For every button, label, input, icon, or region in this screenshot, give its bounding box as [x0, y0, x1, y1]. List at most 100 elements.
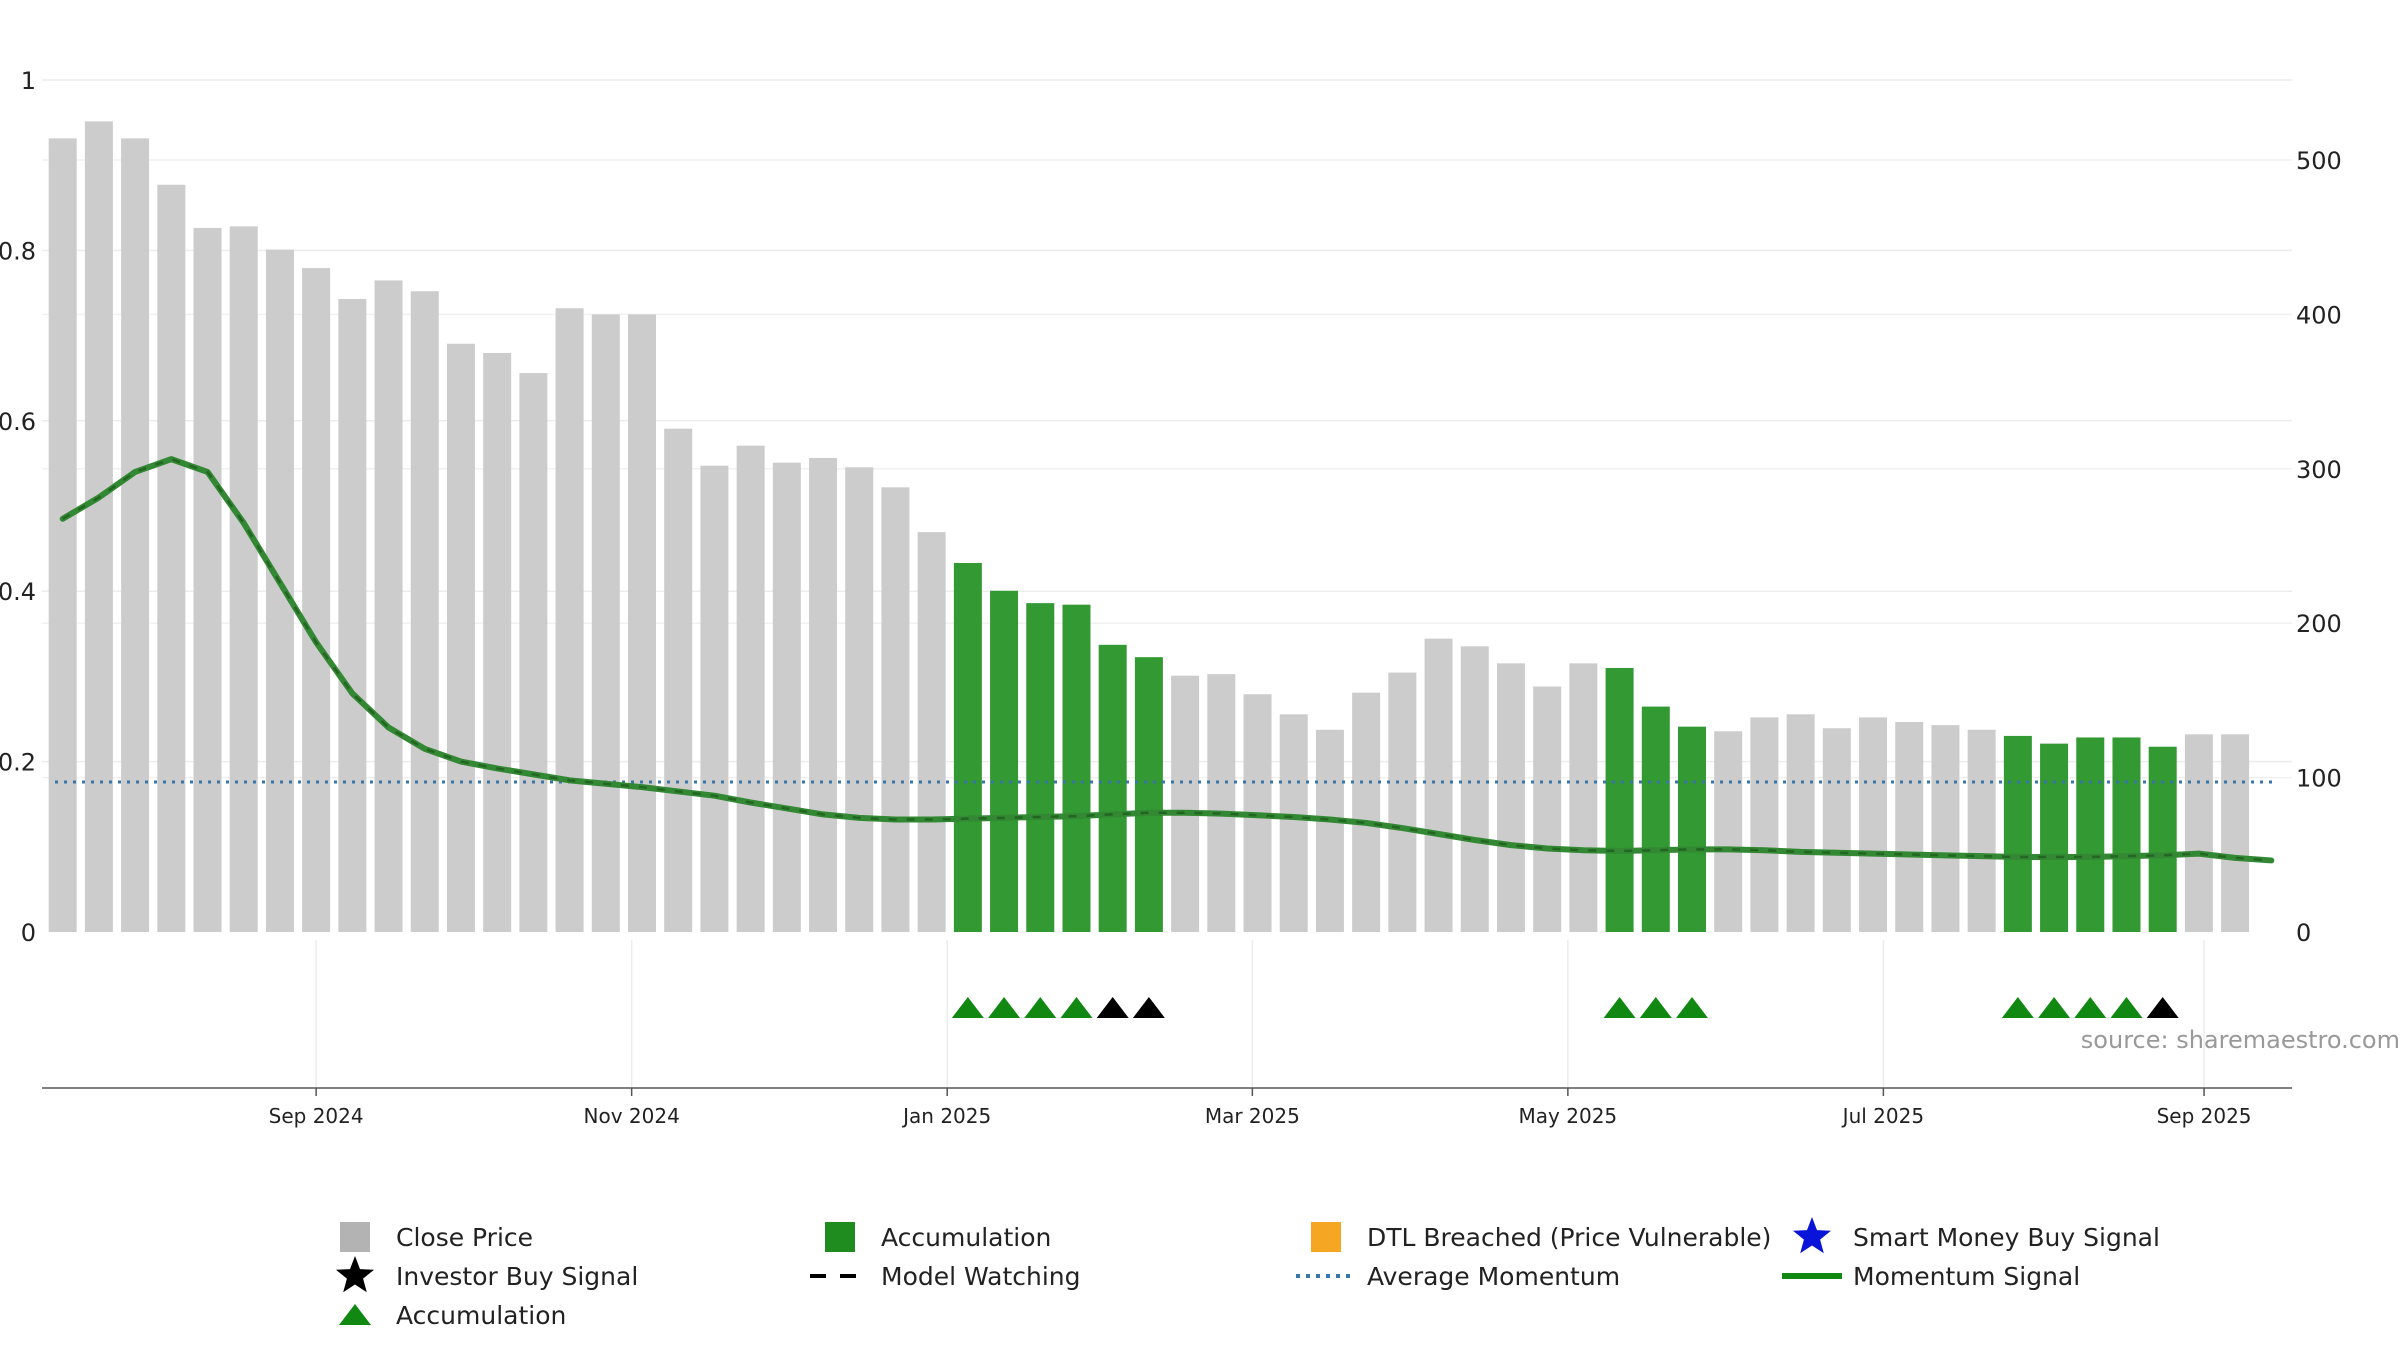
price-bar — [1750, 717, 1779, 932]
legend-item: Accumulation — [825, 1222, 1051, 1252]
price-bar — [1533, 686, 1562, 932]
legend-swatch-star — [1793, 1217, 1831, 1254]
legend-item: Average Momentum — [1296, 1262, 1620, 1291]
price-bar — [84, 121, 113, 932]
left-tick-label: 0.2 — [0, 749, 36, 777]
model-watching-overlay — [62, 457, 2272, 862]
price-bar — [917, 532, 946, 932]
price-bar — [881, 487, 910, 932]
accumulation-marker — [1060, 997, 1093, 1018]
price-bar — [845, 467, 874, 932]
price-bar — [736, 445, 765, 932]
price-bar — [1134, 657, 1163, 932]
price-bar — [628, 314, 656, 932]
price-bar — [990, 590, 1019, 932]
legend-label: Accumulation — [881, 1223, 1051, 1252]
legend-label: Momentum Signal — [1853, 1262, 2080, 1291]
price-bar — [1424, 638, 1453, 932]
accumulation-marker — [2038, 997, 2071, 1018]
price-bar — [953, 562, 982, 932]
price-bar — [1641, 706, 1670, 932]
legend: Close Price Accumulation DTL Breached (Pri… — [336, 1217, 2160, 1330]
x-tick-label: May 2025 — [1519, 1104, 1618, 1128]
accumulation-marker — [988, 997, 1021, 1018]
legend-swatch-triangle — [339, 1304, 371, 1325]
price-bar — [1460, 646, 1489, 932]
legend-swatch-square — [340, 1222, 370, 1252]
legend-item: Momentum Signal — [1782, 1262, 2080, 1291]
price-bar — [1895, 722, 1924, 932]
source-text: source: sharemaestro.com — [2081, 1026, 2400, 1054]
accumulation-marker — [2074, 997, 2107, 1018]
price-bar — [1678, 726, 1706, 932]
legend-label: Investor Buy Signal — [396, 1262, 638, 1291]
price-bar — [410, 291, 439, 932]
accumulation-marker — [2110, 997, 2143, 1018]
price-bar — [157, 184, 186, 933]
right-tick-label: 500 — [2296, 147, 2342, 175]
legend-item: Close Price — [340, 1222, 533, 1252]
price-bar — [591, 314, 620, 932]
x-tick-label: Sep 2024 — [269, 1104, 364, 1128]
price-bar — [1171, 675, 1200, 932]
left-tick-label: 0.6 — [0, 408, 36, 436]
price-bar — [1822, 728, 1851, 932]
x-tick-label: Sep 2025 — [2157, 1104, 2252, 1128]
price-bar — [1279, 714, 1308, 932]
price-bar — [1315, 729, 1344, 932]
right-tick-label: 300 — [2296, 456, 2342, 484]
price-bar — [555, 308, 584, 932]
price-bar — [809, 457, 838, 932]
accumulation-marker — [1676, 997, 1708, 1018]
price-bar — [700, 465, 729, 932]
legend-item: DTL Breached (Price Vulnerable) — [1311, 1222, 1771, 1252]
price-bar — [1859, 717, 1888, 932]
x-tick-label: Jul 2025 — [1841, 1104, 1924, 1128]
price-bar — [338, 298, 367, 933]
legend-label: DTL Breached (Price Vulnerable) — [1367, 1223, 1771, 1252]
price-bar — [1714, 731, 1743, 932]
investor-signal-marker — [1132, 997, 1165, 1018]
price-bar — [1388, 672, 1417, 932]
x-tick-label: Jan 2025 — [901, 1104, 991, 1128]
legend-label: Model Watching — [881, 1262, 1081, 1291]
price-bar — [664, 428, 693, 932]
left-tick-label: 0 — [21, 919, 36, 947]
price-bar — [2184, 734, 2213, 932]
accumulation-marker — [2001, 997, 2034, 1018]
legend-label: Close Price — [396, 1223, 533, 1252]
accumulation-marker — [1603, 997, 1636, 1018]
legend-item: Model Watching — [810, 1262, 1081, 1291]
investor-signal-marker — [2146, 997, 2179, 1018]
price-bar — [1967, 729, 1996, 932]
momentum-layer — [59, 456, 2275, 864]
price-bar — [2221, 734, 2250, 932]
left-tick-label: 0.4 — [0, 578, 36, 606]
x-axis: Sep 2024 Nov 2024 Jan 2025 Mar 2025 May 2025… — [42, 1087, 2292, 1128]
right-tick-label: 200 — [2296, 610, 2342, 638]
legend-item: Smart Money Buy Signal — [1793, 1217, 2160, 1254]
bars-layer — [48, 121, 2250, 933]
price-bar — [1569, 663, 1598, 932]
signal-panel — [951, 997, 2179, 1018]
right-tick-label: 400 — [2296, 301, 2342, 329]
price-bar — [2003, 735, 2032, 932]
price-bar — [1605, 667, 1634, 932]
accumulation-marker — [1024, 997, 1057, 1018]
left-axis-ticks: 0 0.2 0.4 0.6 0.8 1 — [0, 67, 36, 947]
price-bar — [121, 138, 150, 932]
legend-swatch-square — [825, 1222, 855, 1252]
accumulation-marker — [1639, 997, 1672, 1018]
price-bar — [2112, 737, 2141, 932]
price-bar — [1098, 644, 1127, 932]
price-bar — [519, 373, 548, 932]
legend-label: Smart Money Buy Signal — [1853, 1223, 2160, 1252]
right-axis-ticks: 0 100 200 300 400 500 — [2296, 147, 2342, 947]
right-tick-label: 100 — [2296, 765, 2342, 793]
price-bar — [772, 462, 801, 932]
accumulation-marker — [951, 997, 984, 1018]
price-bar — [1352, 692, 1381, 932]
price-bar — [229, 226, 258, 933]
price-bar — [374, 280, 403, 932]
investor-signal-marker — [1096, 997, 1129, 1018]
